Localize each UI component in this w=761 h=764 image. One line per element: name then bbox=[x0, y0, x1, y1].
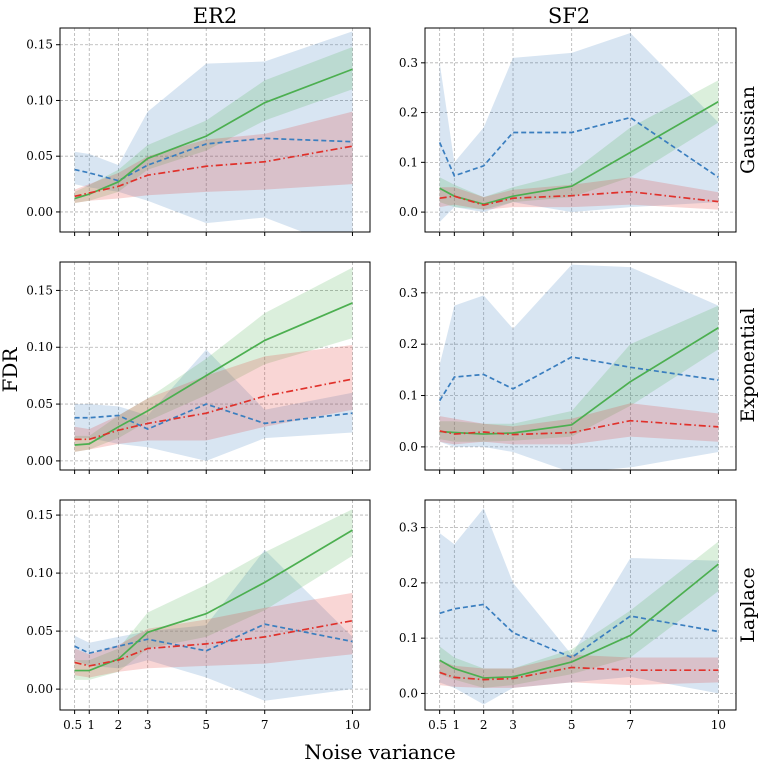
series-line-green bbox=[74, 302, 353, 446]
plot-area bbox=[439, 508, 719, 705]
axes-frame bbox=[424, 499, 737, 711]
band-red bbox=[439, 403, 719, 445]
x-tick-label: 2 bbox=[115, 718, 123, 732]
x-tick-label: 2 bbox=[480, 718, 488, 732]
y-tick-label: 0.15 bbox=[26, 508, 53, 522]
row-title-laplace: Laplace bbox=[737, 567, 759, 643]
series-line-green bbox=[439, 327, 719, 435]
plot-area bbox=[74, 31, 353, 232]
x-tick-label: 7 bbox=[627, 718, 635, 732]
y-tick-label: 0.2 bbox=[399, 337, 418, 351]
y-tick-label: 0.3 bbox=[399, 286, 418, 300]
y-tick-label: 0.00 bbox=[26, 454, 53, 468]
axes-frame bbox=[59, 27, 371, 233]
series-line-blue bbox=[74, 403, 353, 431]
series-line-blue bbox=[438, 356, 719, 402]
band-green bbox=[74, 46, 353, 204]
series-line-green bbox=[74, 529, 353, 672]
x-tick-label: 3 bbox=[144, 718, 152, 732]
y-tick-label: 0.05 bbox=[26, 149, 53, 163]
plot-area bbox=[438, 264, 719, 470]
x-tick-label: 0.5 bbox=[428, 718, 447, 732]
row-title-exponential: Exponential bbox=[737, 307, 759, 423]
y-tick-label: 0.15 bbox=[26, 283, 53, 297]
axes-frame bbox=[424, 27, 737, 233]
series-line-red bbox=[74, 619, 353, 667]
x-tick-label: 10 bbox=[345, 718, 360, 732]
x-tick-label: 10 bbox=[711, 718, 726, 732]
axes-frame bbox=[59, 261, 371, 471]
series-line-green bbox=[74, 68, 353, 200]
y-tick-label: 0.2 bbox=[399, 106, 418, 120]
band-blue bbox=[74, 349, 353, 461]
axes-frame bbox=[59, 499, 371, 711]
x-tick-label: 5 bbox=[202, 718, 210, 732]
y-tick-label: 0.15 bbox=[26, 38, 53, 52]
panel-sf2-exponential: 0.0 0.1 0.2 0.3 bbox=[399, 261, 737, 474]
panel-er2-laplace: 0.00 0.05 0.10 0.15 0.5 1 2 3 5 7 10 bbox=[26, 499, 371, 732]
series-line-blue bbox=[438, 116, 719, 178]
y-tick-label: 0.3 bbox=[399, 56, 418, 70]
y-tick-label: 0.0 bbox=[399, 440, 418, 454]
panel-sf2-laplace: 0.0 0.1 0.2 0.3 0.5 1 2 3 5 7 10 bbox=[399, 499, 737, 732]
series-line-green bbox=[439, 563, 719, 679]
column-title-sf2: SF2 bbox=[547, 4, 591, 28]
x-tick-label: 1 bbox=[453, 718, 461, 732]
x-tick-label: 3 bbox=[509, 718, 517, 732]
y-tick-label: 0.00 bbox=[26, 205, 53, 219]
band-red bbox=[74, 592, 353, 678]
y-tick-label: 0.10 bbox=[26, 566, 53, 580]
band-blue bbox=[439, 508, 719, 705]
x-tick-label: 0.5 bbox=[63, 718, 82, 732]
series-line-red bbox=[439, 666, 719, 681]
y-tick-label: 0.00 bbox=[26, 682, 53, 696]
y-tick-label: 0.1 bbox=[399, 631, 418, 645]
series-line-red bbox=[439, 190, 719, 207]
band-green bbox=[439, 80, 719, 210]
plot-area bbox=[438, 32, 719, 223]
panel-er2-gaussian: 0.00 0.05 0.10 0.15 bbox=[26, 27, 371, 236]
x-tick-label: 7 bbox=[261, 718, 269, 732]
series-line-red bbox=[439, 419, 719, 436]
y-tick-label: 0.05 bbox=[26, 397, 53, 411]
y-tick-label: 0.1 bbox=[399, 155, 418, 169]
band-green bbox=[74, 267, 353, 452]
plot-area bbox=[74, 267, 353, 461]
column-title-er2: ER2 bbox=[192, 4, 238, 28]
band-blue bbox=[74, 549, 353, 701]
series-line-red bbox=[74, 378, 353, 441]
axes-frame bbox=[424, 261, 737, 471]
y-axis-label: FDR bbox=[0, 347, 22, 393]
y-tick-label: 0.10 bbox=[26, 93, 53, 107]
band-green bbox=[439, 305, 719, 442]
plot-area bbox=[74, 509, 353, 701]
band-green bbox=[74, 509, 353, 680]
y-tick-label: 0.3 bbox=[399, 521, 418, 535]
band-red bbox=[74, 344, 353, 452]
panel-sf2-gaussian: 0.0 0.1 0.2 0.3 bbox=[399, 27, 737, 236]
y-tick-label: 0.1 bbox=[399, 389, 418, 403]
panel-er2-exponential: 0.00 0.05 0.10 0.15 bbox=[26, 261, 371, 474]
x-tick-label: 5 bbox=[568, 718, 576, 732]
x-tick-label: 1 bbox=[87, 718, 95, 732]
band-blue bbox=[439, 32, 719, 223]
band-red bbox=[439, 177, 719, 210]
x-axis-label: Noise variance bbox=[304, 740, 456, 764]
series-line-red bbox=[74, 145, 353, 198]
y-tick-label: 0.0 bbox=[399, 205, 418, 219]
band-red bbox=[74, 111, 353, 204]
row-title-gaussian: Gaussian bbox=[737, 86, 759, 174]
y-tick-label: 0.05 bbox=[26, 624, 53, 638]
y-tick-label: 0.0 bbox=[399, 686, 418, 700]
series-line-blue bbox=[74, 623, 353, 655]
y-tick-label: 0.10 bbox=[26, 340, 53, 354]
band-blue bbox=[439, 264, 719, 470]
y-tick-label: 0.2 bbox=[399, 576, 418, 590]
band-red bbox=[439, 654, 719, 688]
